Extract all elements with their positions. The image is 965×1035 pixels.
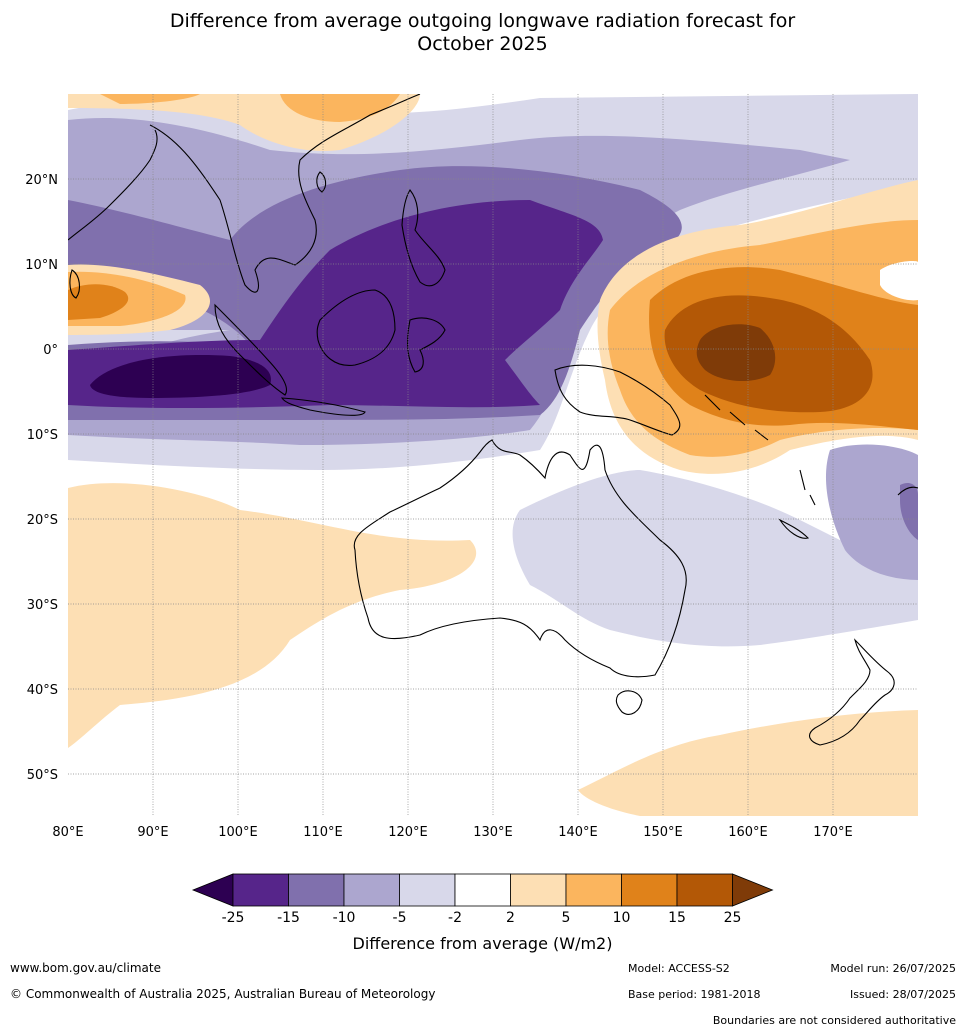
lat-label: 10°S xyxy=(27,428,58,443)
fiji-coastline xyxy=(897,486,918,496)
footer-base-period: Base period: 1981-2018 xyxy=(628,988,761,1001)
title-line-2: October 2025 xyxy=(417,33,548,55)
axis-labels: 20°N 10°N 0° 10°S 20°S 30°S 40°S 50°S 80… xyxy=(25,173,853,840)
colorbar-tick-label: -25 xyxy=(222,910,245,926)
anomaly-region-pacific-neutral xyxy=(880,260,918,301)
map-fields xyxy=(68,94,918,816)
new-zealand-coastline xyxy=(809,638,895,746)
lon-label: 150°E xyxy=(643,825,683,840)
lon-label: 90°E xyxy=(137,825,168,840)
chart-title: Difference from average outgoing longwav… xyxy=(0,10,965,56)
colorbar-tick-label: -10 xyxy=(333,910,356,926)
colorbar-swatch xyxy=(232,873,289,907)
colorbar-label: Difference from average (W/m2) xyxy=(352,934,613,953)
colorbar-swatch xyxy=(288,873,345,907)
colorbar-tick-label: 10 xyxy=(613,910,631,926)
anomaly-map: 20°N 10°N 0° 10°S 20°S 30°S 40°S 50°S 80… xyxy=(25,94,918,840)
anomaly-region-pacific-negative xyxy=(825,444,918,580)
tasmania-coastline xyxy=(615,690,643,715)
java-coastline xyxy=(280,397,366,416)
lon-label: 130°E xyxy=(473,825,513,840)
anomaly-region-southwest-positive xyxy=(68,483,477,748)
vanuatu-coastline xyxy=(799,469,816,506)
colorbar: -25 -15 -10 -5 -2 2 5 10 15 25 xyxy=(191,873,774,926)
australia-coastline xyxy=(353,439,687,678)
anomaly-region-australia-negative xyxy=(512,470,918,647)
footer-model-run: Model run: 26/07/2025 xyxy=(830,962,956,975)
colorbar-extend-high xyxy=(732,873,774,907)
india-coastline xyxy=(68,129,158,241)
colorbar-swatches xyxy=(191,873,774,907)
lon-label: 80°E xyxy=(52,825,83,840)
footer-disclaimer: Boundaries are not considered authoritat… xyxy=(712,1014,956,1027)
colorbar-tick-label: -5 xyxy=(393,910,407,926)
colorbar-tick-label: 2 xyxy=(506,910,515,926)
lat-label: 50°S xyxy=(27,768,58,783)
taiwan-coastline xyxy=(316,171,327,193)
borneo-coastline xyxy=(316,289,396,366)
new-caledonia-coastline xyxy=(778,518,810,539)
colorbar-extend-low xyxy=(191,873,234,907)
lat-label: 10°N xyxy=(25,258,58,273)
lat-label: 30°S xyxy=(27,598,58,613)
sulawesi-coastline xyxy=(406,317,446,373)
graticule xyxy=(68,94,918,816)
footer-issued: Issued: 28/07/2025 xyxy=(849,988,956,1001)
footer-model: Model: ACCESS-S2 xyxy=(628,962,730,975)
anomaly-region-north-positive-west xyxy=(100,94,200,104)
colorbar-swatch xyxy=(399,873,456,907)
colorbar-swatch xyxy=(676,873,733,907)
colorbar-tick-label: -15 xyxy=(277,910,300,926)
coastlines xyxy=(68,94,918,746)
lat-label: 20°N xyxy=(25,173,58,188)
colorbar-swatch xyxy=(343,873,400,907)
title-line-1: Difference from average outgoing longwav… xyxy=(169,10,796,32)
colorbar-tick-label: 25 xyxy=(724,910,742,926)
anomaly-region-pacific-negative-core xyxy=(900,483,918,540)
footer-url: www.bom.gov.au/climate xyxy=(10,961,161,975)
new-guinea-coastline xyxy=(554,364,681,436)
colorbar-tick-label: 15 xyxy=(668,910,686,926)
sri-lanka-coastline xyxy=(69,269,81,299)
anomaly-region-indian-positive-10 xyxy=(68,284,129,320)
colorbar-tick-label: 5 xyxy=(562,910,571,926)
colorbar-swatch xyxy=(621,873,678,907)
lon-label: 170°E xyxy=(813,825,853,840)
anomaly-region-maritime-negative-25 xyxy=(90,355,271,398)
anomaly-region-pacific-positive-25 xyxy=(696,324,776,382)
lon-label: 110°E xyxy=(303,825,343,840)
colorbar-swatch xyxy=(565,873,622,907)
lon-label: 140°E xyxy=(558,825,598,840)
lat-label: 20°S xyxy=(27,513,58,528)
lon-label: 120°E xyxy=(388,825,428,840)
lon-label: 100°E xyxy=(218,825,258,840)
lat-label: 40°S xyxy=(27,683,58,698)
lon-label: 160°E xyxy=(728,825,768,840)
footer-copyright: © Commonwealth of Australia 2025, Austra… xyxy=(10,987,436,1001)
colorbar-ticks: -25 -15 -10 -5 -2 2 5 10 15 25 xyxy=(222,910,742,926)
southeast-asia-coastline xyxy=(149,94,421,293)
lat-label: 0° xyxy=(43,343,58,358)
colorbar-tick-label: -2 xyxy=(448,910,462,926)
sumatra-coastline xyxy=(214,303,287,396)
colorbar-swatch xyxy=(454,873,511,907)
philippines-coastline xyxy=(401,189,446,287)
solomon-islands-coastline xyxy=(704,394,769,441)
colorbar-swatch xyxy=(510,873,567,907)
